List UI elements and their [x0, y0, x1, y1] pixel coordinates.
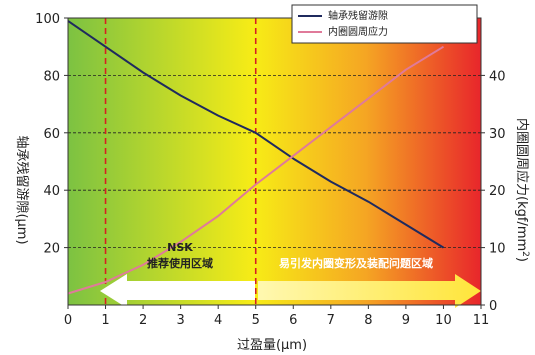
x-tick-label: 9: [402, 313, 410, 328]
left-arrow: [100, 274, 255, 308]
y-right-axis-title-main: 内圈圆周应力(kgf/mm: [514, 118, 530, 251]
y-left-tick-label: 20: [43, 242, 60, 257]
x-tick-label: 0: [64, 313, 72, 328]
x-tick-label: 2: [139, 313, 147, 328]
annotation-arrows: [100, 274, 481, 308]
x-tick-label: 3: [176, 313, 184, 328]
series-layer: [67, 20, 445, 295]
annotation-problem-zone: 易引发内圈变形及装配问题区域: [279, 256, 433, 270]
y-right-axis-title-sup: 2: [520, 251, 530, 257]
y-left-tick-label: 80: [43, 69, 60, 84]
y-left-tick-label: 60: [43, 127, 60, 142]
y-left-tick-label: 40: [43, 184, 60, 199]
y-right-axis-title-close: ): [514, 257, 529, 262]
y-right-tick-label: 10: [489, 242, 506, 257]
y-right-tick-label: 0: [489, 299, 497, 314]
legend-label-clearance: 轴承残留游隙: [328, 9, 388, 22]
x-tick-label: 6: [289, 313, 297, 328]
annotation-recommended: 推荐使用区域: [147, 256, 213, 270]
x-tick-label: 1: [101, 313, 109, 328]
legend: 轴承残留游隙 内圈圆周应力: [291, 4, 478, 44]
x-tick-label: 5: [252, 313, 260, 328]
y-right-axis-title: 内圈圆周应力(kgf/mm2): [514, 118, 530, 262]
y-right-tick-label: 40: [489, 69, 506, 84]
x-tick-labels: 0 1 2 3 4 5 6 7 8 9 10 11: [64, 305, 489, 328]
reference-lines: [104, 18, 257, 305]
y-right-tick-label: 30: [489, 127, 506, 142]
x-tick-label: 7: [327, 313, 335, 328]
legend-box: [291, 4, 478, 44]
series-line-stress: [67, 45, 445, 295]
x-axis-title: 过盈量(μm): [237, 338, 307, 353]
x-tick-label: 4: [214, 313, 222, 328]
series-line-clearance: [67, 20, 445, 249]
y-right-tick-label: 20: [489, 184, 506, 199]
x-tick-label: 11: [473, 313, 490, 328]
grid-lines: [68, 75, 481, 249]
x-tick-label: 8: [364, 313, 372, 328]
plot-frame: [67, 17, 482, 306]
annotation-nsk: NSK: [167, 241, 193, 254]
y-left-tick-labels: 20 40 60 80 100: [35, 12, 68, 257]
legend-label-stress: 内圈圆周应力: [328, 25, 388, 38]
x-tick-label: 10: [435, 313, 452, 328]
y-right-tick-labels: 0 10 20 30 40: [481, 69, 506, 314]
y-left-tick-label: 100: [35, 12, 60, 27]
right-arrow: [258, 274, 481, 308]
y-left-axis-title: 轴承残留游隙(μm): [14, 135, 29, 244]
